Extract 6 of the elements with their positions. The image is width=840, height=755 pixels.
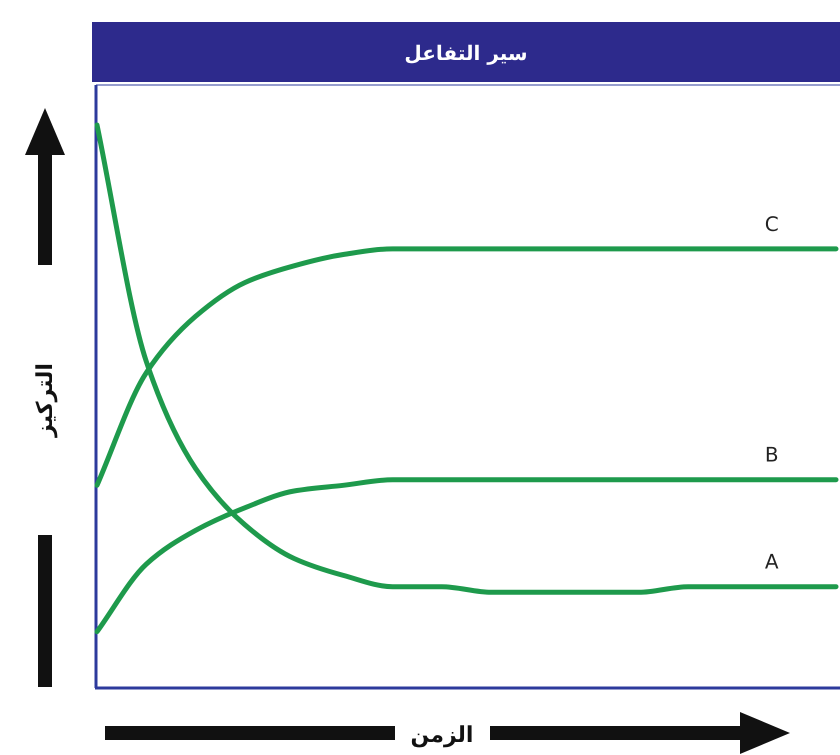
chart-title: سير التفاعل [404,41,528,65]
series-label: A [764,550,779,574]
x-axis-title: الزمن [410,723,474,748]
series-label: C [764,212,779,236]
series-label: B [764,442,779,467]
y-axis-title: التركيز [33,363,58,438]
